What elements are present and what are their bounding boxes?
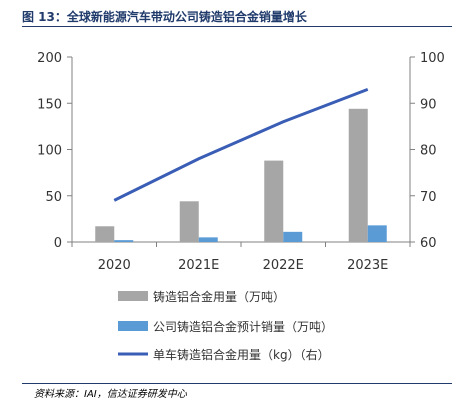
y-right-tick-label: 100 [420, 51, 445, 66]
x-tick-label: 2020 [98, 258, 131, 273]
legend-swatch-1 [118, 291, 148, 301]
bar-2 [283, 231, 303, 242]
legend-swatch-2 [118, 321, 148, 331]
line-series [113, 87, 369, 202]
bar-1 [179, 201, 199, 242]
bar-2 [367, 225, 387, 242]
x-tick-label: 2023E [347, 258, 388, 273]
x-tick-label: 2021E [178, 258, 219, 273]
x-tick-label: 2022E [263, 258, 304, 273]
y-left-tick-label: 0 [54, 236, 62, 251]
y-left-tick-label: 150 [37, 97, 62, 112]
y-right-tick-label: 70 [420, 190, 437, 205]
bar-1 [348, 108, 368, 242]
legend-label-3: 单车铸造铝合金用量（kg）（右） [153, 347, 330, 362]
bar-1 [264, 160, 284, 242]
bar-2 [114, 240, 134, 242]
bar-1 [95, 226, 115, 242]
source-rule [22, 383, 452, 384]
y-left-tick-label: 50 [45, 190, 62, 205]
y-right-tick-label: 60 [420, 236, 437, 251]
y-left-tick-label: 200 [37, 51, 62, 66]
y-right-tick-label: 90 [420, 97, 437, 112]
figure-title: 图 13：全球新能源汽车带动公司铸造铝合金销量增长 [22, 10, 307, 24]
legend-label-2: 公司铸造铝合金预计销量（万吨） [153, 319, 333, 334]
legend-label-1: 铸造铝合金用量（万吨） [153, 289, 285, 304]
source-note: 资料来源：IAI，信达证券研发中心 [34, 389, 187, 400]
y-right-tick-label: 80 [420, 144, 437, 159]
y-left-tick-label: 100 [37, 144, 62, 159]
bar-2 [198, 237, 218, 242]
title-rule [22, 26, 452, 27]
